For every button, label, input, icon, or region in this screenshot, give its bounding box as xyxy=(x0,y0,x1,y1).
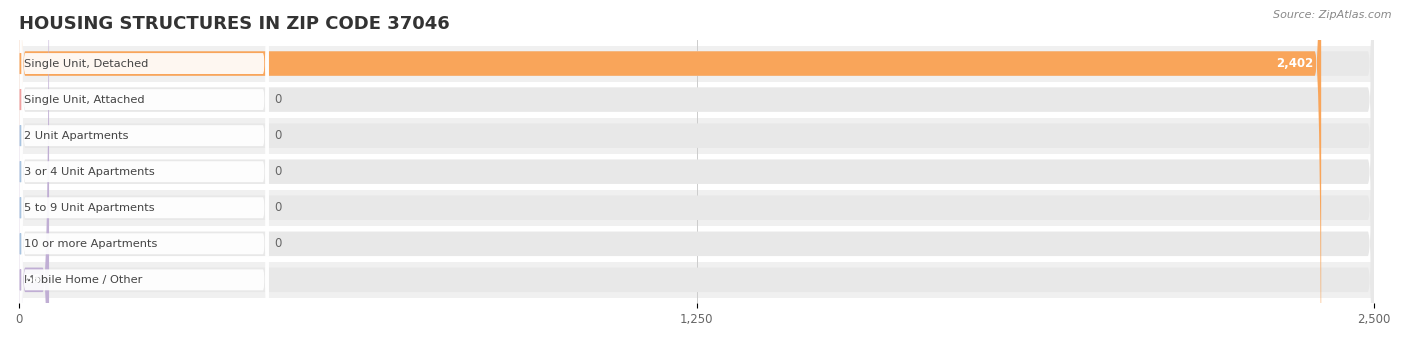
Bar xyxy=(18,190,1374,226)
Text: 0: 0 xyxy=(274,237,281,250)
FancyBboxPatch shape xyxy=(20,0,269,341)
Text: 56: 56 xyxy=(24,273,41,286)
FancyBboxPatch shape xyxy=(18,0,1374,341)
Text: Source: ZipAtlas.com: Source: ZipAtlas.com xyxy=(1274,10,1392,20)
Text: 0: 0 xyxy=(274,165,281,178)
Bar xyxy=(18,154,1374,190)
FancyBboxPatch shape xyxy=(20,0,269,341)
FancyBboxPatch shape xyxy=(20,0,269,341)
Bar xyxy=(18,118,1374,154)
FancyBboxPatch shape xyxy=(18,0,1374,341)
FancyBboxPatch shape xyxy=(20,0,269,341)
FancyBboxPatch shape xyxy=(18,0,49,341)
Text: 10 or more Apartments: 10 or more Apartments xyxy=(24,239,157,249)
FancyBboxPatch shape xyxy=(18,0,1374,341)
FancyBboxPatch shape xyxy=(18,0,1374,341)
Text: Mobile Home / Other: Mobile Home / Other xyxy=(24,275,142,285)
FancyBboxPatch shape xyxy=(18,0,1374,341)
Bar xyxy=(18,226,1374,262)
Text: 0: 0 xyxy=(274,93,281,106)
FancyBboxPatch shape xyxy=(20,0,269,341)
Text: 0: 0 xyxy=(274,201,281,214)
FancyBboxPatch shape xyxy=(18,0,1322,341)
FancyBboxPatch shape xyxy=(20,0,269,341)
Text: 2,402: 2,402 xyxy=(1275,57,1313,70)
Text: 5 to 9 Unit Apartments: 5 to 9 Unit Apartments xyxy=(24,203,155,213)
Text: Single Unit, Attached: Single Unit, Attached xyxy=(24,94,145,105)
Text: 3 or 4 Unit Apartments: 3 or 4 Unit Apartments xyxy=(24,167,155,177)
FancyBboxPatch shape xyxy=(18,0,1374,341)
Bar xyxy=(18,81,1374,118)
Text: 0: 0 xyxy=(274,129,281,142)
Text: Single Unit, Detached: Single Unit, Detached xyxy=(24,59,148,69)
Text: 2 Unit Apartments: 2 Unit Apartments xyxy=(24,131,128,140)
Bar xyxy=(18,262,1374,298)
FancyBboxPatch shape xyxy=(20,0,269,341)
Bar xyxy=(18,45,1374,81)
FancyBboxPatch shape xyxy=(18,0,1374,341)
Text: HOUSING STRUCTURES IN ZIP CODE 37046: HOUSING STRUCTURES IN ZIP CODE 37046 xyxy=(18,15,450,33)
